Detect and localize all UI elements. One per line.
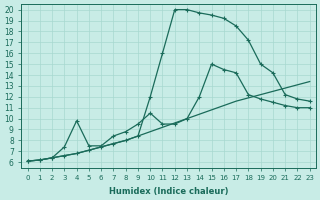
X-axis label: Humidex (Indice chaleur): Humidex (Indice chaleur) [109,187,228,196]
